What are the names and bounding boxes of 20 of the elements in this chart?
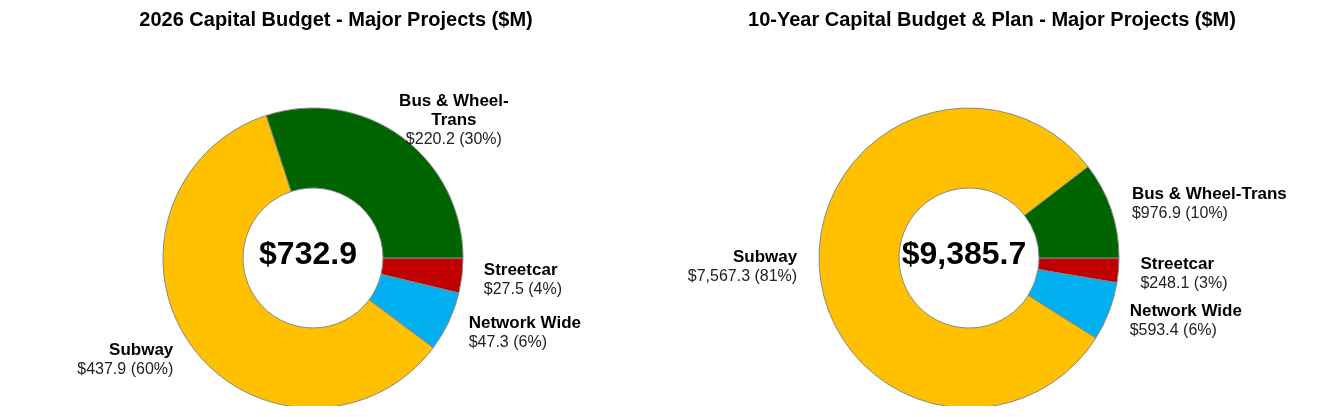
chart-title: 2026 Capital Budget - Major Projects ($M) [138, 8, 534, 32]
slice-label: Subway [109, 339, 174, 359]
chart-title: 10-Year Capital Budget & Plan - Major Projects ($M) [747, 8, 1237, 32]
slice-label: Streetcar [483, 259, 558, 279]
text: $9,385.7 [901, 235, 1027, 271]
slice-label: Bus & Wheel-Trans [399, 90, 509, 129]
slice-label: Subway [732, 247, 798, 267]
data-label: $976.9 (10%) [1131, 204, 1228, 222]
data-label: $220.2 (30%) [405, 129, 502, 147]
slice-label: Bus & Wheel-Trans [1131, 184, 1287, 204]
data-label: $7,567.3 (81%) [687, 267, 798, 285]
slice-label: Streetcar [1140, 253, 1215, 273]
data-label: $47.3 (6%) [468, 332, 547, 350]
data-label: $248.1 (3%) [1140, 273, 1228, 291]
data-label: $593.4 (6%) [1129, 320, 1217, 338]
slice-label: Network Wide [1129, 300, 1242, 320]
data-label: $437.9 (60%) [77, 359, 174, 377]
slice-label: Network Wide [468, 312, 581, 332]
text: $732.9 [259, 235, 357, 271]
data-label: $27.5 (4%) [483, 279, 563, 297]
